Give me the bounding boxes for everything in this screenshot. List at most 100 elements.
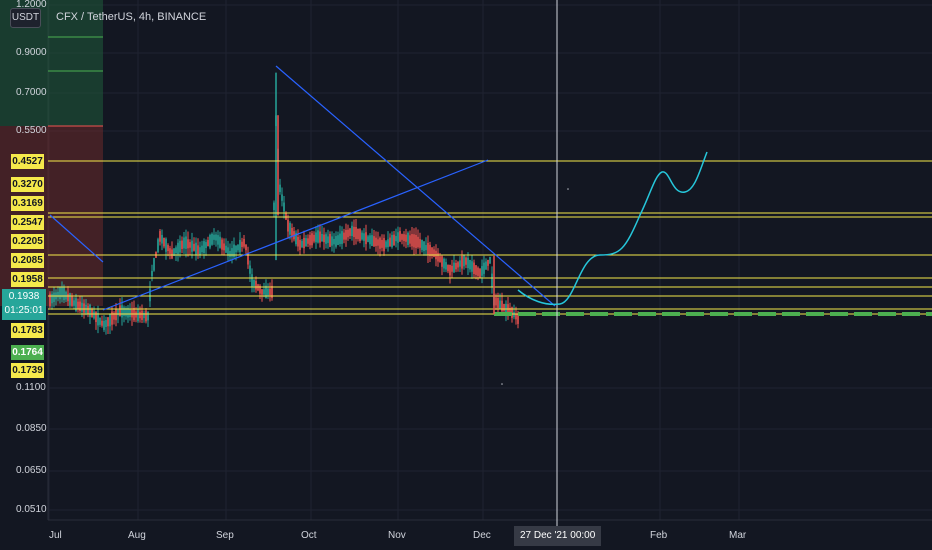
- x-tick-label: Mar: [729, 530, 747, 541]
- candle-body: [483, 262, 485, 274]
- candle-body: [359, 229, 361, 242]
- candle-body: [471, 261, 473, 272]
- candle-body: [173, 248, 175, 256]
- price-level-label: 0.1739: [11, 363, 44, 378]
- candle-body: [385, 241, 387, 248]
- candle-body: [99, 317, 101, 325]
- candle-body: [119, 305, 121, 317]
- candle-body: [97, 312, 99, 326]
- candle-body: [265, 285, 267, 299]
- candle-body: [205, 242, 207, 249]
- symbol-title: CFX / TetherUS, 4h, BINANCE: [56, 11, 207, 23]
- candle-body: [445, 262, 447, 270]
- candle-body: [337, 235, 339, 245]
- candle-body: [491, 273, 493, 287]
- candle-body: [171, 249, 173, 259]
- candle-body: [429, 244, 431, 257]
- candle-body: [475, 265, 477, 275]
- candle-body: [453, 262, 455, 273]
- projection-path: [501, 151, 708, 385]
- candle-body: [397, 232, 399, 243]
- candle-body: [413, 234, 415, 248]
- candle-body: [239, 239, 241, 253]
- candle-body: [497, 297, 499, 308]
- candle-body: [255, 280, 257, 290]
- candle-body: [93, 311, 95, 319]
- candle-body: [61, 286, 63, 298]
- candle-body: [137, 308, 139, 322]
- candle-body: [315, 232, 317, 243]
- candle-body: [363, 233, 365, 241]
- candle-body: [295, 232, 297, 245]
- candle-body: [63, 287, 65, 301]
- candle-body: [391, 235, 393, 247]
- candle-body: [111, 311, 113, 325]
- candle-body: [395, 236, 397, 242]
- candle-body: [177, 242, 179, 255]
- current-price-badge: 0.1938 01:25:01: [2, 289, 46, 320]
- candle-body: [207, 240, 209, 247]
- candle-body: [495, 297, 497, 306]
- candle-body: [51, 293, 53, 304]
- y-tick-label: 0.0850: [16, 423, 47, 434]
- candle-body: [163, 237, 165, 247]
- candle-body: [83, 303, 85, 313]
- y-tick-label: 0.0510: [16, 504, 47, 515]
- candle-body: [251, 274, 253, 288]
- currency-badge[interactable]: USDT: [10, 8, 41, 28]
- candle-body: [169, 248, 171, 254]
- candle-body: [213, 234, 215, 240]
- candle-body: [427, 242, 429, 256]
- candle-body: [195, 242, 197, 255]
- price-level-label: 0.3270: [11, 177, 44, 192]
- price-level-label: 0.2085: [11, 253, 44, 268]
- candle-body: [303, 237, 305, 249]
- candle-body: [425, 245, 427, 251]
- candle-body: [325, 234, 327, 244]
- candle-body: [509, 307, 511, 315]
- candle-body: [197, 245, 199, 255]
- candle-body: [305, 238, 307, 247]
- candle-body: [113, 312, 115, 320]
- price-level-label: 0.2205: [11, 234, 44, 249]
- early-trendline: [49, 214, 104, 263]
- candle-body: [369, 235, 371, 245]
- y-tick-label: 0.7000: [16, 87, 47, 98]
- candle-body: [247, 252, 249, 265]
- y-tick-label: 0.0650: [16, 465, 47, 476]
- candle-body: [139, 311, 141, 319]
- candle-body: [481, 266, 483, 276]
- candle-body: [249, 265, 251, 274]
- x-tick-label: Nov: [388, 530, 406, 541]
- candle-body: [209, 235, 211, 248]
- candle-body: [415, 234, 417, 248]
- candle-body: [317, 230, 319, 243]
- y-tick-label: 1.2000: [16, 0, 47, 10]
- candle-body: [75, 298, 77, 311]
- candle-body: [201, 245, 203, 253]
- candle-body: [307, 238, 309, 244]
- candle-body: [441, 256, 443, 267]
- candle-body: [401, 234, 403, 240]
- candle-body: [89, 304, 91, 318]
- candle-body: [447, 264, 449, 272]
- candle-body: [477, 267, 479, 276]
- candle-body: [309, 235, 311, 246]
- candle-body: [501, 300, 503, 312]
- candle-body: [323, 234, 325, 243]
- candle-body: [311, 233, 313, 246]
- candle-body: [199, 247, 201, 255]
- candle-body: [393, 234, 395, 245]
- candle-body: [367, 236, 369, 242]
- candle-body: [117, 309, 119, 316]
- candle-body: [193, 243, 195, 251]
- candle-body: [327, 236, 329, 243]
- candle-body: [129, 309, 131, 318]
- candle-body: [203, 241, 205, 253]
- candle-body: [423, 241, 425, 252]
- candle-body: [333, 238, 335, 245]
- y-tick-label: 0.5500: [16, 125, 47, 136]
- candle-body: [377, 239, 379, 246]
- candle-body: [321, 233, 323, 242]
